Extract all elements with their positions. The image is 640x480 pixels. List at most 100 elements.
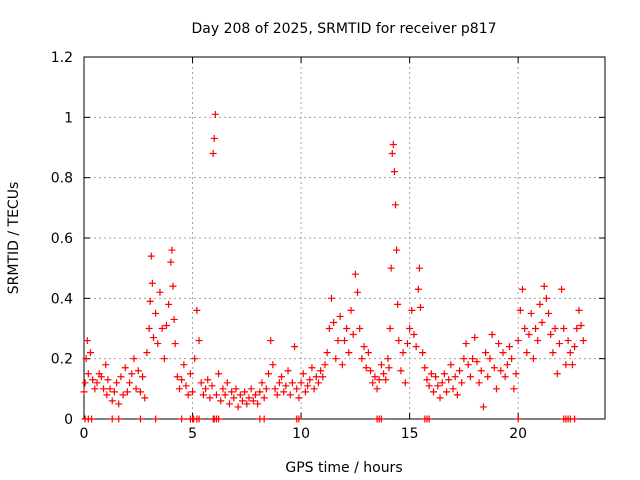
data-point [412,343,420,351]
data-point [182,382,190,390]
data-point [103,391,111,399]
data-point [189,388,197,396]
data-point [386,325,394,332]
data-point [415,264,423,272]
data-point [375,376,383,384]
data-point [479,403,487,411]
data-point [191,355,199,363]
data-point [497,367,505,375]
data-point [486,355,494,363]
data-point [245,394,253,402]
data-point [102,361,110,369]
data-point [304,382,312,390]
data-point [427,370,435,378]
data-point [453,391,461,399]
y-tick-label: 0 [64,412,73,428]
data-point [397,367,405,375]
x-tick-label: 15 [401,426,419,442]
data-point [123,388,131,396]
data-point [527,309,535,317]
data-point [451,373,459,381]
y-tick-label: 0.8 [51,171,73,187]
data-point [358,355,366,363]
data-point [152,309,160,317]
data-point [495,340,503,348]
data-point [134,367,142,375]
data-point [221,391,229,399]
data-point [362,364,370,372]
data-point [380,370,388,378]
data-point [421,364,429,372]
data-point [117,373,125,381]
data-point [464,361,472,369]
y-tick-label: 1 [64,110,73,126]
data-point [171,340,179,348]
data-point [178,415,186,423]
data-point [170,315,178,323]
data-point [403,340,411,348]
data-point [295,394,303,402]
data-point [236,391,244,399]
data-point [387,264,395,272]
data-point [271,385,279,393]
data-point [514,337,522,345]
data-point [510,385,518,393]
data-point [301,388,309,396]
data-point [484,373,492,381]
data-point [551,325,559,332]
data-point [145,325,153,332]
chart-title: Day 208 of 2025, SRMTID for receiver p81… [191,21,496,37]
data-point [273,391,281,399]
data-point [241,388,249,396]
data-point [532,325,540,332]
data-point [223,379,231,387]
data-point [390,168,398,176]
data-point [525,331,533,339]
data-point [571,415,579,423]
data-point [330,318,338,326]
data-point [280,388,288,396]
data-point [251,391,259,399]
data-point [256,388,264,396]
data-point [215,415,223,423]
y-tick-label: 1.2 [51,50,73,66]
data-point [126,379,134,387]
data-point [341,337,348,345]
data-point [286,391,294,399]
data-point [542,294,550,302]
data-point [360,343,368,351]
data-point [462,340,470,348]
data-point [104,376,112,384]
data-point [147,252,155,260]
data-point [558,285,566,293]
data-point [156,288,164,296]
data-point [115,400,123,408]
data-point [269,361,277,369]
data-point [384,355,392,363]
data-point [349,331,357,339]
data-points [80,110,587,423]
data-point [416,303,424,311]
data-point [178,376,186,384]
data-point [356,325,364,332]
data-point [364,349,372,357]
data-point [536,300,544,308]
data-point [154,340,162,348]
data-point [338,361,346,369]
data-point [430,388,438,396]
data-point [547,331,555,339]
data-point [278,373,286,381]
data-point [152,415,160,423]
data-point [449,385,457,393]
data-point [211,110,219,118]
data-point [265,370,273,378]
data-point [310,385,318,393]
data-point [555,340,563,348]
data-point [160,355,168,363]
data-point [399,349,407,357]
y-tick-label: 0.6 [51,231,73,247]
data-point [80,388,88,396]
data-point [225,400,233,408]
data-point [575,306,583,314]
data-point [297,379,305,387]
